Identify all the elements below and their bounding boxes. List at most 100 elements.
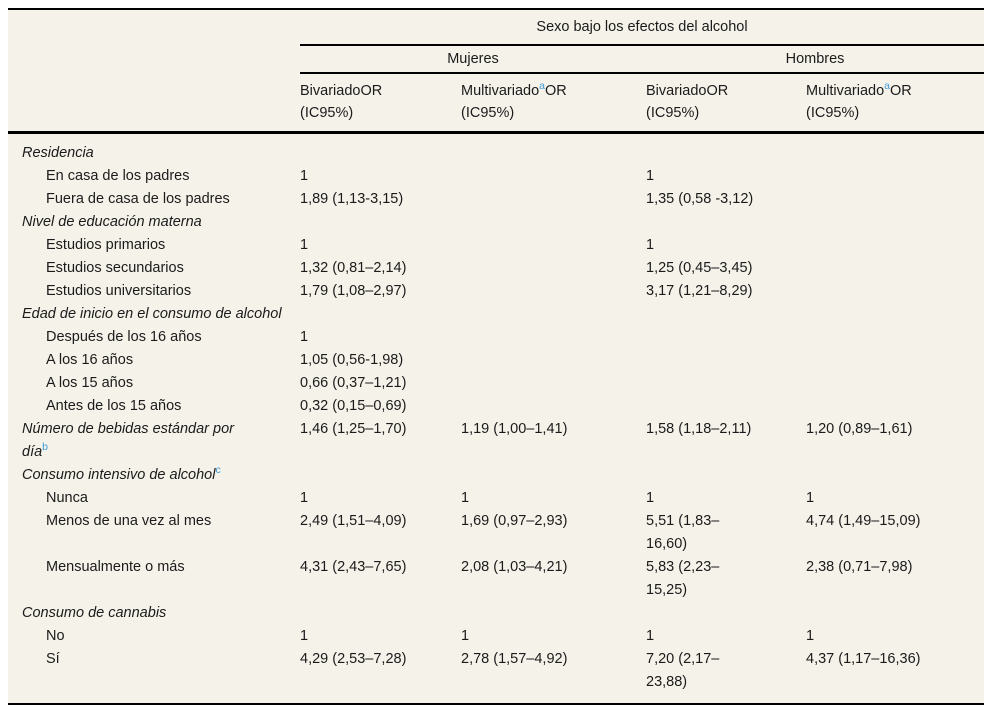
row-label: Consumo de cannabis: [8, 602, 300, 625]
or-value-cell: 5,83 (2,23– 15,25): [646, 559, 720, 598]
or-value-cell: 1,20 (0,89–1,61): [806, 421, 913, 437]
table-header: Sexo bajo los efectos del alcohol Mujere…: [8, 9, 985, 134]
or-value-cell: [806, 133, 984, 166]
footnote-marker-c[interactable]: c: [215, 464, 221, 477]
or-value-cell: [461, 602, 646, 625]
or-value-cell: 1: [646, 237, 655, 253]
column-header-line1: BivariadoOR: [646, 83, 729, 99]
or-value-cell: [461, 280, 646, 303]
row-label: Nivel de educación materna: [8, 211, 300, 234]
column-header-line2: (IC95%): [646, 105, 700, 121]
or-value-cell: 1,19 (1,00–1,41): [461, 421, 568, 437]
or-value-cell: [806, 372, 984, 395]
group-header-mujeres: Mujeres: [300, 45, 646, 74]
or-value-cell: 1: [300, 628, 309, 644]
or-value-cell: [646, 133, 806, 166]
or-value-cell: [300, 133, 461, 166]
row-label-text: Sí: [46, 651, 60, 667]
spanner-header: Sexo bajo los efectos del alcohol: [300, 9, 985, 46]
or-value-cell: [806, 257, 984, 280]
or-value-cell: [806, 211, 984, 234]
or-value-cell: 1: [646, 490, 655, 506]
or-value-cell: 2,78 (1,57–4,92): [461, 651, 568, 667]
group-header-hombres: Hombres: [646, 45, 985, 74]
row-label: Edad de inicio en el consumo de alcohol: [8, 303, 300, 326]
or-value-cell: [806, 464, 984, 487]
or-value-cell: [461, 211, 646, 234]
or-value-cell: 1: [300, 237, 309, 253]
row-label: Después de los 16 años: [8, 326, 300, 349]
row-label: En casa de los padres: [8, 165, 300, 188]
row-label: Fuera de casa de los padres: [8, 188, 300, 211]
column-header-line2: (IC95%): [300, 105, 354, 121]
table-row: En casa de los padres 1 1: [8, 165, 984, 188]
row-label: No: [8, 625, 300, 648]
column-header-line1: MultivariadoaOR: [461, 80, 567, 99]
table-row: Consumo intensivo de alcoholc: [8, 464, 984, 487]
or-value-cell: [461, 349, 646, 372]
or-value-cell: [461, 165, 646, 188]
or-value-cell: [646, 211, 806, 234]
column-header-4: MultivariadoaOR (IC95%): [806, 73, 985, 134]
table-row: Fuera de casa de los padres 1,89 (1,13-3,…: [8, 188, 984, 211]
column-header-3: BivariadoOR (IC95%): [646, 73, 806, 134]
column-header-line2: (IC95%): [461, 105, 515, 121]
row-label-text: Estudios secundarios: [46, 260, 184, 276]
table-row: Después de los 16 años 1: [8, 326, 984, 349]
or-value-cell: 1: [806, 490, 815, 506]
row-label: Nunca: [8, 487, 300, 510]
table-row: Número de bebidas estándar por díab 1,46 …: [8, 418, 984, 464]
header-corner-cell: [8, 9, 300, 134]
row-label-text: No: [46, 628, 65, 644]
or-value-cell: [461, 257, 646, 280]
row-label-text: Nivel de educación materna: [22, 214, 202, 230]
or-value-cell: 4,29 (2,53–7,28): [300, 651, 407, 667]
table-row: A los 15 años 0,66 (0,37–1,21): [8, 372, 984, 395]
row-label-text: Consumo de cannabis: [22, 605, 167, 621]
or-value-cell: 1,89 (1,13-3,15): [300, 191, 404, 207]
row-label: A los 15 años: [8, 372, 300, 395]
or-value-cell: [646, 395, 806, 418]
table-row: A los 16 años 1,05 (0,56-1,98): [8, 349, 984, 372]
or-value-cell: [646, 464, 806, 487]
or-value-cell: [461, 133, 646, 166]
or-value-cell: 1,05 (0,56-1,98): [300, 352, 404, 368]
table-row: No 1 1 1 1: [8, 625, 984, 648]
or-value-cell: [646, 602, 806, 625]
or-value-cell: 1: [461, 628, 470, 644]
column-header-1: BivariadoOR (IC95%): [300, 73, 461, 134]
or-value-cell: 1,58 (1,18–2,11): [646, 421, 752, 437]
table-row: Antes de los 15 años 0,32 (0,15–0,69): [8, 395, 984, 418]
row-label-text: En casa de los padres: [46, 168, 190, 184]
table-row: Residencia: [8, 133, 984, 166]
row-label-text: Edad de inicio en el consumo de alcohol: [22, 306, 282, 322]
table-row: Estudios universitarios 1,79 (1,08–2,97) 3…: [8, 280, 984, 303]
or-value-cell: 2,49 (1,51–4,09): [300, 513, 407, 529]
or-value-cell: [300, 303, 461, 326]
footnote-marker-b[interactable]: b: [42, 441, 49, 454]
or-value-cell: [646, 303, 806, 326]
footnote-marker-a[interactable]: a: [539, 80, 546, 93]
or-value-cell: 0,66 (0,37–1,21): [300, 375, 407, 391]
row-label-text: Residencia: [22, 145, 94, 161]
table-row: Mensualmente o más 4,31 (2,43–7,65) 2,08 (…: [8, 556, 984, 602]
table-body: Residencia En casa de los padres 1 1 Fuera d…: [8, 133, 984, 705]
or-value-cell: [461, 188, 646, 211]
or-value-cell: 1: [300, 168, 309, 184]
or-value-cell: 1,35 (0,58 -3,12): [646, 191, 754, 207]
or-value-cell: [300, 464, 461, 487]
row-label: Estudios secundarios: [8, 257, 300, 280]
or-value-cell: 1: [461, 490, 470, 506]
or-value-cell: [300, 602, 461, 625]
row-label-text: Fuera de casa de los padres: [46, 191, 230, 207]
table-row: Nunca 1 1 1 1: [8, 487, 984, 510]
or-value-cell: [461, 395, 646, 418]
or-value-cell: 1: [300, 490, 309, 506]
or-value-cell: [806, 326, 984, 349]
or-value-cell: 2,38 (0,71–7,98): [806, 559, 913, 575]
row-label: Mensualmente o más: [8, 556, 300, 602]
footnote-marker-a[interactable]: a: [884, 80, 891, 93]
or-value-cell: 1,46 (1,25–1,70): [300, 421, 407, 437]
or-value-cell: [646, 372, 806, 395]
